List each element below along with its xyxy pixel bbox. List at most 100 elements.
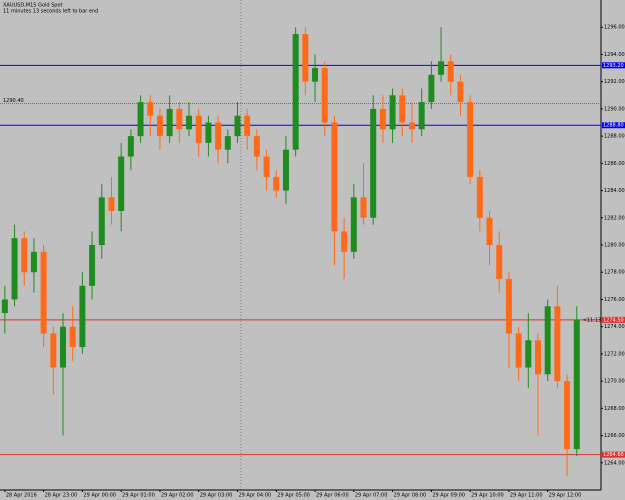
candle-body xyxy=(505,279,512,334)
level-label: 1290.40 xyxy=(3,98,24,104)
candle-body xyxy=(496,245,503,280)
y-tick-label: 1282.00 xyxy=(604,215,625,221)
candle-body xyxy=(476,176,483,218)
candle-body xyxy=(224,136,231,150)
candle-body xyxy=(118,156,125,211)
candle-body xyxy=(108,197,115,211)
candle-body xyxy=(1,299,8,314)
candle-body xyxy=(156,115,163,137)
candle-body xyxy=(544,306,551,375)
candle-body xyxy=(89,245,96,286)
candle-body xyxy=(21,238,28,273)
x-tick-label: 28 Apr 2016 xyxy=(6,493,37,499)
candle-body xyxy=(408,122,415,130)
candle-body xyxy=(331,122,338,232)
candle-body xyxy=(467,102,474,177)
y-tick-label: 1284.00 xyxy=(604,188,625,194)
y-tick-label: 1288.00 xyxy=(604,134,625,140)
y-tick-label: 1276.00 xyxy=(604,297,625,303)
candle-body xyxy=(554,306,561,382)
candle-body xyxy=(379,108,386,130)
candle-body xyxy=(534,340,541,375)
y-tick-label: 1272.00 xyxy=(604,351,625,357)
candle-body xyxy=(428,74,435,103)
candle-body xyxy=(486,217,493,245)
price-tag xyxy=(602,122,625,129)
x-tick-label: 29 Apr 00:00 xyxy=(83,493,116,499)
x-tick-label: 29 Apr 08:00 xyxy=(394,493,427,499)
candle-body xyxy=(98,197,105,245)
candle-body xyxy=(195,115,202,143)
countdown: <11:13 xyxy=(583,317,602,323)
candle-body xyxy=(234,115,241,137)
candle-body xyxy=(50,333,57,368)
candle-body xyxy=(438,61,445,75)
candle-body xyxy=(186,115,193,130)
candle-body xyxy=(370,108,377,218)
y-tick-label: 1290.00 xyxy=(604,106,625,112)
candle-body xyxy=(389,95,396,130)
candle-body xyxy=(147,102,154,116)
y-tick-label: 1264.00 xyxy=(604,460,625,466)
x-tick-label: 29 Apr 12:00 xyxy=(549,493,582,499)
price-tag-label: 1264.60 xyxy=(603,452,624,458)
candle-body xyxy=(69,326,76,348)
candle-body xyxy=(127,136,134,157)
x-tick-label: 28 Apr 23:00 xyxy=(45,493,78,499)
y-tick-label: 1292.00 xyxy=(604,79,625,85)
candle-body xyxy=(399,95,406,123)
price-tag xyxy=(602,451,625,458)
candle-body xyxy=(166,108,173,137)
x-tick-label: 29 Apr 01:00 xyxy=(122,493,155,499)
chart-title: XAUUSD,M15 Gold Spot xyxy=(3,3,63,9)
price-tag xyxy=(602,62,625,69)
x-tick-label: 29 Apr 06:00 xyxy=(316,493,349,499)
candle-body xyxy=(292,34,299,150)
candle-body xyxy=(215,122,222,150)
candle-body xyxy=(253,136,260,157)
price-tag-label: 1288.80 xyxy=(603,123,624,129)
x-tick-label: 29 Apr 10:00 xyxy=(471,493,504,499)
candle-body xyxy=(263,156,270,177)
candle-body xyxy=(205,122,212,143)
y-tick-label: 1280.00 xyxy=(604,243,625,249)
candle-body xyxy=(40,251,47,334)
y-tick-label: 1278.00 xyxy=(604,270,625,276)
candle-body xyxy=(30,251,37,273)
candle-body xyxy=(321,68,328,123)
y-tick-label: 1274.00 xyxy=(604,324,625,330)
x-tick-label: 29 Apr 07:00 xyxy=(355,493,388,499)
candle-body xyxy=(350,197,357,252)
x-tick-label: 29 Apr 04:00 xyxy=(238,493,271,499)
candle-body xyxy=(244,115,251,137)
candle-body xyxy=(312,68,319,82)
price-tag-label: 1293.20 xyxy=(603,63,624,69)
candle-body xyxy=(137,102,144,137)
candle-body xyxy=(457,81,464,103)
x-tick-label: 29 Apr 02:00 xyxy=(161,493,194,499)
candle-body xyxy=(525,340,532,368)
candle-body xyxy=(447,61,454,82)
x-tick-label: 29 Apr 11:00 xyxy=(510,493,543,499)
candle-body xyxy=(341,231,348,252)
y-tick-label: 1270.00 xyxy=(604,379,625,385)
y-tick-label: 1268.00 xyxy=(604,406,625,412)
x-tick-label: 29 Apr 05:00 xyxy=(277,493,310,499)
chart-subtitle: 11 minutes 13 seconds left to bar end xyxy=(3,9,98,15)
candle-body xyxy=(302,34,309,82)
candle-body xyxy=(176,108,183,130)
price-tag-label: 1274.50 xyxy=(603,317,624,323)
candle-body xyxy=(11,238,18,300)
candle-body xyxy=(282,149,289,191)
candle-body xyxy=(60,326,67,368)
candle-body xyxy=(79,285,86,348)
candle-body xyxy=(273,176,280,191)
y-tick-label: 1266.00 xyxy=(604,433,625,439)
price-tag xyxy=(602,316,625,323)
candle-body xyxy=(515,333,522,368)
y-tick-label: 1286.00 xyxy=(604,161,625,167)
candle-body xyxy=(573,319,580,450)
candle-body xyxy=(418,102,425,130)
candle-body xyxy=(564,381,571,450)
